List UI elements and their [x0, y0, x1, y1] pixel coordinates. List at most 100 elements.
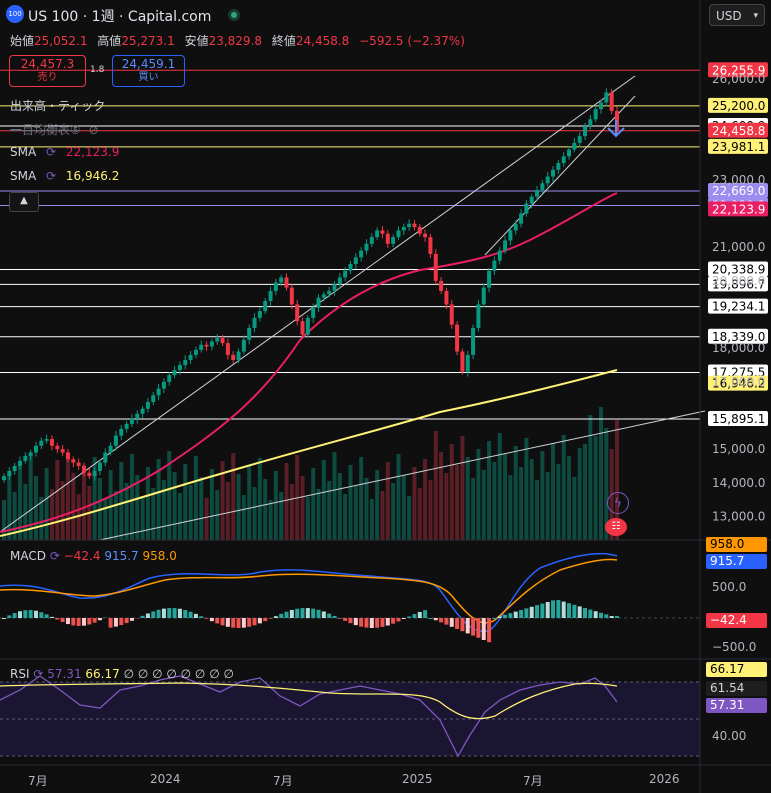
candle-body [524, 203, 529, 214]
price-tick-label: 20,000.0 [712, 274, 765, 288]
candle-body [412, 223, 417, 228]
lightning-icon[interactable]: ϟ [607, 492, 629, 514]
sma2-indicator-legend[interactable]: SMA ⟳ 16,946.2 [10, 169, 119, 183]
candle-body [535, 189, 540, 197]
macd-hist-bar [12, 613, 17, 618]
volume-indicator-legend[interactable]: 出来高・ティック [10, 97, 105, 114]
macd-line-value: 915.7 [104, 549, 139, 563]
volume-bar [433, 431, 438, 540]
macd-hist-bar [204, 618, 209, 619]
macd-legend[interactable]: MACD ⟳ −42.4 915.7 958.0 [10, 549, 177, 563]
candle-body [252, 317, 257, 328]
settings-icon[interactable]: ⟳ [46, 169, 57, 183]
settings-icon[interactable]: ⟳ [49, 549, 60, 563]
volume-bar [311, 468, 316, 540]
candle-body [113, 435, 118, 446]
volume-bar [33, 476, 38, 540]
volume-label: 出来高・ティック [10, 99, 106, 113]
symbol-logo[interactable]: 100 [6, 5, 24, 23]
volume-bar [535, 480, 540, 540]
candle-body [92, 471, 97, 477]
candle-body [471, 327, 476, 355]
volume-bar [129, 454, 134, 540]
volume-bar [556, 464, 561, 540]
volume-bar [481, 470, 486, 540]
candle-body [551, 169, 556, 177]
macd-hist-value: −42.4 [63, 549, 101, 563]
sma2-value: 16,946.2 [65, 169, 120, 183]
macd-hist-bar [497, 616, 502, 618]
rsi-legend[interactable]: RSI ⟳ 57.31 66.17 ∅ ∅ ∅ ∅ ∅ ∅ ∅ ∅ [10, 667, 234, 681]
buy-button[interactable]: 24,459.1 買い [112, 55, 185, 87]
time-axis-label: 2026 [649, 772, 680, 786]
volume-bar [199, 477, 204, 540]
svg-text:19,896.7: 19,896.7 [712, 277, 765, 291]
macd-hist-bar [193, 613, 198, 618]
svg-text:22,123.9: 22,123.9 [712, 202, 765, 216]
candle-body [199, 344, 204, 350]
symbol-title[interactable]: US 100 · 1週 · Capital.com [28, 9, 212, 25]
price-label: 25,200.0 [708, 97, 768, 113]
price-label: 22,669.0 [708, 183, 768, 199]
candle-body [423, 233, 428, 238]
price-tick-label: 14,000.0 [712, 476, 765, 490]
rsi-extra-values: ∅ ∅ ∅ ∅ ∅ ∅ ∅ ∅ [123, 667, 234, 681]
settings-icon[interactable]: ⟳ [46, 145, 57, 159]
volume-bar [12, 492, 17, 540]
us-flag-icon[interactable]: ☷ [605, 518, 627, 536]
sell-button[interactable]: 24,457.3 売り [9, 55, 86, 87]
volume-bar [81, 465, 86, 540]
volume-bar [193, 456, 198, 540]
macd-hist-bar [540, 603, 545, 618]
collapse-legend-button[interactable]: ▲ [9, 192, 39, 212]
price-label: 19,896.7 [708, 276, 768, 292]
macd-hist-bar [225, 618, 230, 627]
macd-hist-bar [524, 608, 529, 618]
candle-body [76, 462, 81, 466]
macd-hist-bar [87, 618, 92, 625]
rsi-line [0, 675, 618, 758]
volume-bar [540, 451, 545, 540]
svg-text:19,234.1: 19,234.1 [712, 300, 765, 314]
candle-body [65, 452, 70, 460]
rsi-value: 57.31 [47, 667, 82, 681]
time-axis-label: 2024 [150, 772, 181, 786]
macd-hist-bar [247, 618, 252, 627]
ichimoku-indicator-legend[interactable]: 一目均衡表⑤ ⊘ [10, 121, 99, 138]
rsi-pane [0, 675, 700, 758]
candle-body [124, 423, 129, 429]
volume-bar [577, 448, 582, 540]
candle-body [305, 317, 310, 335]
macd-hist-bar [332, 615, 337, 618]
candle-body [375, 230, 380, 238]
price-tick-label: 18,000.0 [712, 341, 765, 355]
candle-body [428, 237, 433, 254]
candle-body [369, 237, 374, 244]
svg-text:18,339.0: 18,339.0 [712, 330, 765, 344]
macd-hist-bar [327, 613, 332, 618]
candle-body [209, 341, 214, 347]
sma1-indicator-legend[interactable]: SMA ⟳ 22,123.9 [10, 145, 119, 159]
volume-bar [487, 441, 492, 540]
market-status-icon[interactable] [228, 9, 240, 21]
candle-body [215, 338, 220, 342]
volume-bar [231, 453, 236, 540]
candle-body [188, 354, 193, 360]
currency-select[interactable]: USD ▾ [709, 4, 765, 26]
svg-text:26,255.9: 26,255.9 [712, 63, 765, 77]
candle-body [433, 253, 438, 281]
volume-bar [108, 470, 113, 540]
open-value: 25,052.1 [34, 34, 88, 48]
settings-icon[interactable]: ⟳ [33, 667, 44, 681]
macd-hist-bar [439, 618, 444, 623]
candle-body [545, 176, 550, 184]
macd-hist-bar [97, 618, 102, 621]
price-label: 23,981.1 [708, 138, 768, 154]
volume-bar [23, 484, 28, 540]
volume-bar [588, 415, 593, 540]
macd-hist-bar [140, 615, 145, 618]
eye-hidden-icon[interactable]: ⊘ [88, 123, 99, 137]
volume-bar [417, 488, 422, 540]
volume-bar [615, 420, 619, 540]
